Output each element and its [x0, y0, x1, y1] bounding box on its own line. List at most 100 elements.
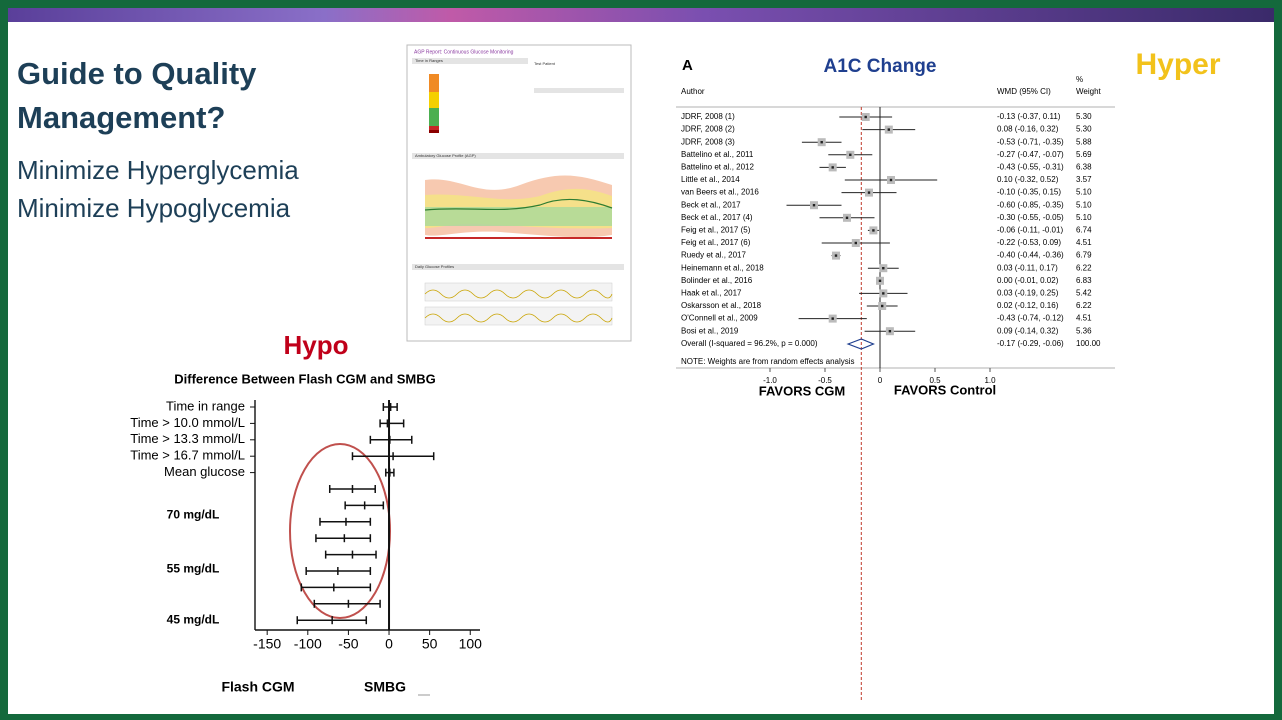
chart-title: Difference Between Flash CGM and SMBG [174, 371, 436, 386]
x-tick-label: -50 [338, 636, 358, 652]
x-label: Flash CGM [221, 679, 294, 695]
effect-dot [882, 292, 885, 295]
chart-title: A1C Change [824, 56, 937, 77]
weight-label: 6.79 [1076, 251, 1092, 260]
study-label: Haak et al., 2017 [681, 289, 742, 298]
weight-label: 5.10 [1076, 213, 1092, 222]
effect-dot [878, 279, 882, 282]
effect-dot [845, 216, 849, 219]
study-label: JDRF, 2008 (1) [681, 112, 735, 121]
ci-label: -0.43 (-0.74, -0.12) [997, 314, 1064, 323]
effect-dot [864, 115, 867, 119]
effect-dot [831, 317, 834, 320]
x-tick-label: 0 [878, 376, 883, 385]
tag: Hypo [284, 330, 349, 360]
weight-label: 5.30 [1076, 125, 1092, 134]
study-label: Beck et al., 2017 [681, 200, 741, 209]
overall-diamond [846, 338, 875, 350]
weight-label: 5.10 [1076, 188, 1092, 197]
effect-dot [831, 166, 834, 169]
x-tick-label: 0.5 [929, 376, 941, 385]
weight-label: 5.36 [1076, 326, 1092, 335]
weight-label: 5.30 [1076, 112, 1092, 121]
effect-dot [867, 191, 871, 194]
weight-label: 6.74 [1076, 226, 1092, 235]
ci-label: 0.00 (-0.01, 0.02) [997, 276, 1059, 285]
weight-label: 5.88 [1076, 137, 1092, 146]
agp-section: Ambulatory Glucose Profile (AGP) [415, 153, 476, 158]
column-header: Author [681, 87, 705, 96]
ci-label: -0.17 (-0.29, -0.06) [997, 339, 1064, 348]
column-header: WMD (95% CI) [997, 87, 1051, 96]
effect-dot [888, 330, 892, 333]
weight-label: 4.51 [1076, 238, 1092, 247]
slide-bg [8, 8, 1274, 714]
weight-label: 5.42 [1076, 289, 1092, 298]
agp-block [429, 74, 439, 92]
ci-label: -0.10 (-0.35, 0.15) [997, 188, 1061, 197]
x-tick-label: 100 [459, 636, 483, 652]
agp-block [429, 108, 439, 126]
agp-daily [424, 306, 613, 326]
weight-label: 6.38 [1076, 163, 1092, 172]
agp-daily [424, 282, 613, 302]
slide-title: Management? [17, 100, 225, 135]
ci-label: 0.03 (-0.19, 0.25) [997, 289, 1059, 298]
effect-dot [889, 178, 893, 182]
ci-label: -0.13 (-0.37, 0.11) [997, 112, 1061, 121]
effect-dot [872, 229, 875, 232]
agp-block [429, 92, 439, 108]
x-label: FAVORS CGM [759, 383, 845, 398]
study-label: Battelino et al., 2011 [681, 150, 754, 159]
effect-dot [854, 241, 857, 245]
weight-label: 6.22 [1076, 263, 1092, 272]
agp-thumbnail: AGP Report: Continuous Glucose Monitorin… [406, 44, 632, 342]
ci-label: -0.43 (-0.55, -0.31) [997, 163, 1064, 172]
agp-median [424, 198, 613, 211]
x-tick-label: 0 [385, 636, 393, 652]
weight-label: 5.69 [1076, 150, 1092, 159]
effect-dot [881, 304, 884, 308]
ci-label: 0.08 (-0.16, 0.32) [997, 125, 1059, 134]
x-tick-label: 50 [422, 636, 438, 652]
column-header: % [1076, 75, 1083, 84]
y-tick-label: Time > 16.7 mmol/L [130, 448, 245, 463]
ci-label: 0.09 (-0.14, 0.32) [997, 326, 1059, 335]
panel-label: A [682, 57, 693, 74]
x-label: FAVORS Control [894, 382, 996, 397]
study-label: O'Connell et al., 2009 [681, 314, 758, 323]
ci-label: -0.40 (-0.44, -0.36) [997, 251, 1064, 260]
study-label: JDRF, 2008 (2) [681, 125, 735, 134]
x-tick-label: -1.0 [763, 376, 777, 385]
agp-trace [424, 313, 613, 323]
weight-label: 6.83 [1076, 276, 1092, 285]
agp-band [534, 88, 624, 93]
bullet: Minimize Hyperglycemia [17, 155, 299, 185]
ci-label: -0.53 (-0.71, -0.35) [997, 137, 1064, 146]
effect-dot [812, 204, 816, 207]
study-label: JDRF, 2008 (3) [681, 137, 735, 146]
effect-dot [887, 128, 890, 131]
x-tick-label: -100 [294, 636, 322, 652]
effect-dot [882, 267, 885, 270]
overall-label: Overall (I-squared = 96.2%, p = 0.000) [681, 339, 818, 348]
effect-dot [834, 254, 838, 257]
y-tick-label: Time > 13.3 mmol/L [130, 431, 245, 446]
y-tick-label: Time > 10.0 mmol/L [130, 415, 245, 430]
agp-title: AGP Report: Continuous Glucose Monitorin… [414, 49, 514, 55]
agp-block [429, 130, 439, 133]
weight-label: 4.51 [1076, 314, 1092, 323]
effect-dot [849, 153, 852, 156]
ci-label: 0.10 (-0.32, 0.52) [997, 175, 1059, 184]
weight-label: 6.22 [1076, 301, 1092, 310]
agp-band [412, 264, 624, 270]
agp-patient: Test Patient [534, 61, 556, 66]
top-band [8, 8, 1274, 22]
study-label: Bolinder et al., 2016 [681, 276, 753, 285]
ci-label: -0.27 (-0.47, -0.07) [997, 150, 1064, 159]
ci-label: -0.30 (-0.55, -0.05) [997, 213, 1064, 222]
x-tick-label: -150 [253, 636, 281, 652]
weight-label: 100.00 [1076, 339, 1101, 348]
slide-title: Guide to Quality [17, 56, 257, 91]
